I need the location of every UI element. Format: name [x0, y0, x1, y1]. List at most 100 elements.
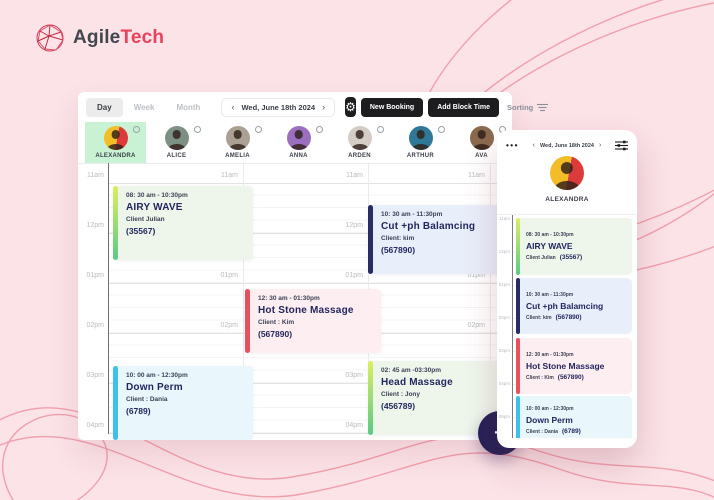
time-label: 11am: [346, 172, 363, 179]
brand-logo: AgileTech: [34, 22, 164, 54]
appointment-color-bar: [516, 338, 520, 394]
appointment-client: Client Julian: [526, 255, 556, 261]
appointment-color-bar: [516, 396, 520, 438]
appointment-color-bar: [516, 278, 520, 334]
appointment-client: Client Julian: [126, 216, 165, 223]
appointment-down-perm[interactable]: 10: 00 am - 12:30pm Down Perm Client : D…: [516, 396, 632, 438]
current-date: Wed, June 18th 2024: [539, 142, 594, 149]
time-label: 12pm: [345, 222, 363, 229]
sorting-button[interactable]: Sorting: [507, 102, 549, 112]
sorting-label: Sorting: [507, 102, 534, 112]
staff-name: AVA: [475, 153, 488, 159]
brand-name: AgileTech: [73, 27, 164, 49]
staff-name: ARDEN: [348, 153, 371, 159]
staff-name: ARTHUR: [406, 153, 435, 159]
mobile-calendar-panel: ••• ‹ Wed, June 18th 2024 › ALEXANDRA: [497, 130, 637, 448]
toolbar: Day Week Month ‹ Wed, June 18th 2024 › ⚙…: [78, 92, 549, 122]
time-label: 02pm: [220, 322, 238, 329]
next-day-button[interactable]: ›: [598, 142, 602, 149]
avatar: [164, 126, 189, 150]
time-label: 04pm: [498, 381, 510, 386]
settings-button[interactable]: ⚙: [345, 97, 356, 117]
brand-logo-icon: [36, 24, 64, 52]
time-label: 01pm: [345, 272, 363, 279]
tab-day[interactable]: Day: [86, 97, 123, 117]
appointment-client: Client: kim: [381, 235, 415, 242]
current-date: Wed, June 18th 2024: [241, 102, 316, 112]
add-block-time-button[interactable]: Add Block Time: [428, 97, 499, 117]
appointment-client: Client : Kim: [526, 374, 554, 381]
view-toggle: Day Week Month: [86, 97, 211, 117]
staff-arden[interactable]: ARDEN: [329, 122, 390, 163]
appointment-cut-ph-balancing[interactable]: 10: 30 am - 11:30pm Cut +ph Balamcing Cl…: [368, 205, 506, 274]
time-label: 03pm: [498, 348, 510, 353]
time-label: 01pm: [220, 272, 238, 279]
appointment-airy-wave[interactable]: 08: 30 am - 10:30pm AIRY WAVE Client Jul…: [113, 186, 253, 260]
staff-header-row: ALEXANDRA ALICE AMELIA ANNA ARDEN: [78, 122, 512, 164]
appointment-title: Hot Stone Massage: [526, 360, 605, 371]
date-navigator: ‹ Wed, June 18th 2024 ›: [221, 97, 336, 117]
appointment-code: (35567): [126, 226, 156, 236]
appointment-code: (567890): [381, 245, 416, 255]
appointment-title: Down Perm: [126, 382, 183, 393]
appointment-down-perm[interactable]: 10: 00 am - 12:30pm Down Perm Client : D…: [113, 366, 253, 440]
time-label: 11am: [468, 172, 485, 179]
avatar: [347, 126, 372, 150]
tab-week[interactable]: Week: [133, 102, 155, 112]
appointment-color-bar: [516, 218, 520, 275]
staff-arthur[interactable]: ARTHUR: [390, 122, 451, 163]
new-booking-button[interactable]: New Booking: [360, 97, 424, 117]
time-label: 04pm: [86, 422, 104, 429]
appointment-time: 10: 30 am - 11:30pm: [526, 291, 574, 298]
time-label: 01pm: [86, 272, 104, 279]
filter-icon: [537, 103, 549, 111]
appointment-color-bar: [245, 289, 250, 353]
appointment-airy-wave[interactable]: 08: 30 am - 10:30pm AIRY WAVE Client Jul…: [516, 218, 632, 275]
appointment-code: (567890): [557, 373, 584, 381]
time-label: 04pm: [345, 422, 363, 429]
avatar: [225, 126, 250, 150]
appointment-code: (456789): [381, 401, 416, 411]
staff-alice[interactable]: ALICE: [146, 122, 207, 163]
appointment-title: Hot Stone Massage: [258, 305, 354, 316]
mobile-staff-profile[interactable]: ALEXANDRA: [497, 153, 637, 203]
staff-ava[interactable]: AVA: [451, 122, 512, 163]
staff-name: ALICE: [166, 153, 187, 159]
appointment-client: Client : Dania: [126, 396, 168, 403]
ellipsis-icon[interactable]: •••: [506, 141, 519, 150]
staff-anna[interactable]: ANNA: [268, 122, 329, 163]
time-label: 01pm: [467, 272, 485, 279]
appointment-color-bar: [368, 205, 373, 274]
appointment-hot-stone-massage[interactable]: 12: 30 am - 01:30pm Hot Stone Massage Cl…: [516, 338, 632, 394]
staff-name: AMELIA: [225, 153, 250, 159]
appointment-code: (567890): [258, 329, 293, 339]
tab-month[interactable]: Month: [176, 102, 201, 112]
brand-name-accent: Tech: [120, 27, 165, 48]
time-label: 11am: [221, 172, 238, 179]
appointment-client: Client: kim: [526, 314, 552, 321]
appointment-code: (35567): [559, 254, 583, 261]
clock-icon: [316, 126, 323, 133]
prev-day-button[interactable]: ‹: [231, 101, 235, 112]
gear-icon: ⚙: [345, 100, 356, 114]
staff-amelia[interactable]: AMELIA: [207, 122, 268, 163]
time-label: 01pm: [498, 282, 510, 287]
appointment-time: 08: 30 am - 10:30pm: [126, 192, 188, 199]
staff-name: ANNA: [289, 153, 308, 159]
appointment-client: Client : Kim: [258, 319, 295, 326]
avatar: [286, 126, 311, 150]
appointment-title: Cut +ph Balamcing: [381, 221, 476, 232]
appointment-client: Client : Jony: [381, 391, 421, 398]
appointment-hot-stone-massage[interactable]: 12: 30 am - 01:30pm Hot Stone Massage Cl…: [245, 289, 381, 353]
time-label: 02pm: [467, 322, 485, 329]
appointment-title: Head Massage: [381, 377, 453, 388]
staff-alexandra[interactable]: ALEXANDRA: [85, 122, 146, 163]
sliders-icon[interactable]: [615, 140, 628, 151]
appointment-title: Down Perm: [526, 415, 573, 425]
appointment-color-bar: [113, 366, 118, 440]
next-day-button[interactable]: ›: [322, 101, 326, 112]
appointment-cut-ph-balancing[interactable]: 10: 30 am - 11:30pm Cut +ph Balamcing Cl…: [516, 278, 632, 334]
mobile-calendar-grid: 11am 12pm 01pm 02pm 03pm 04pm 05pm 08: 3…: [497, 214, 637, 438]
prev-day-button[interactable]: ‹: [532, 142, 535, 149]
